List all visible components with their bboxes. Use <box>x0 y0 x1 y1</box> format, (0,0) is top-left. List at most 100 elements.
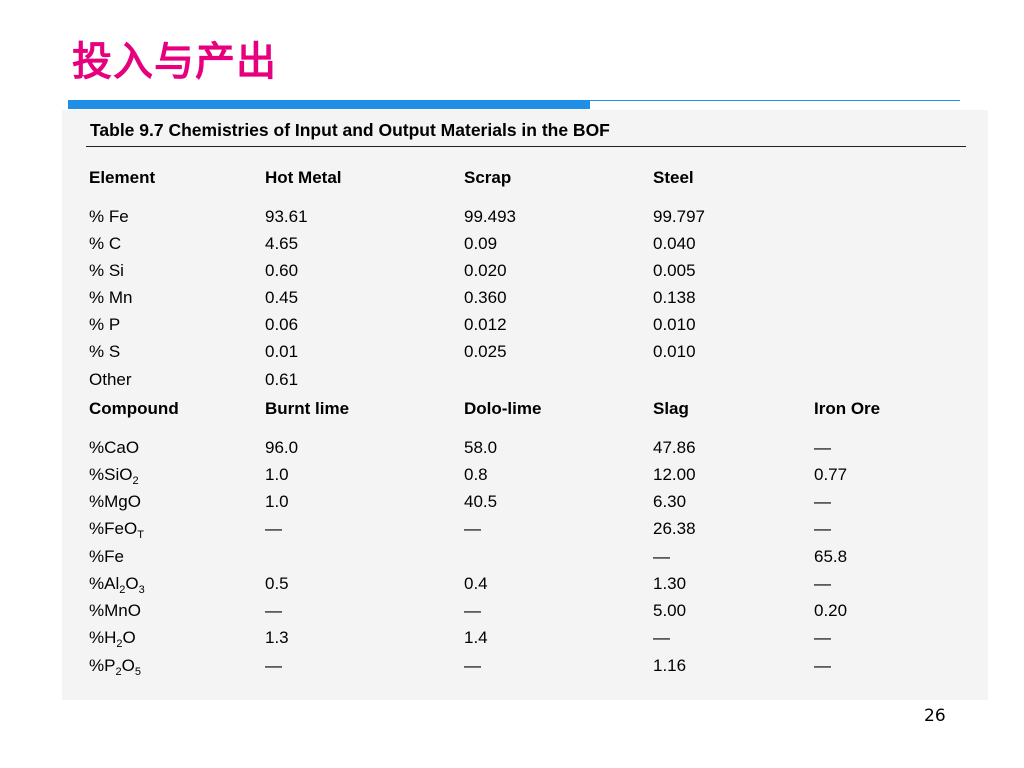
table-cell: — <box>265 656 282 675</box>
table-cell: %MnO <box>89 601 141 620</box>
table-cell: %Al2O3 <box>89 574 145 596</box>
table-row: %CaO 96.0 58.0 47.86 — <box>62 438 988 462</box>
table-cell: 4.65 <box>265 234 299 253</box>
table-cell: 0.5 <box>265 574 289 593</box>
page-number: 26 <box>924 706 946 726</box>
table-cell: 99.797 <box>653 207 705 226</box>
header-cell: Scrap <box>464 168 512 187</box>
table-row: % Mn 0.45 0.360 0.138 <box>62 288 988 312</box>
table-caption: Table 9.7 Chemistries of Input and Outpu… <box>90 120 610 140</box>
table-cell: — <box>265 601 282 620</box>
chemistry-table: Table 9.7 Chemistries of Input and Outpu… <box>62 110 988 700</box>
header-cell: Compound <box>89 399 179 418</box>
table-cell: 0.01 <box>265 342 299 361</box>
table-cell: % P <box>89 315 121 334</box>
table-cell: 0.025 <box>464 342 507 361</box>
table-row: %P2O5 — — 1.16 — <box>62 656 988 680</box>
table-row: %Al2O3 0.5 0.4 1.30 — <box>62 574 988 598</box>
table-cell: 47.86 <box>653 438 696 457</box>
table-row: % C 4.65 0.09 0.040 <box>62 234 988 258</box>
table-row: %H2O 1.3 1.4 — — <box>62 628 988 652</box>
caption-divider <box>86 146 966 147</box>
table-cell: %H2O <box>89 628 136 650</box>
table-cell: % C <box>89 234 122 253</box>
table-cell: 1.0 <box>265 492 289 511</box>
table-cell: 0.8 <box>464 465 488 484</box>
title-underline-thin <box>68 100 960 101</box>
table-cell: 12.00 <box>653 465 696 484</box>
table-cell: 0.61 <box>265 370 299 389</box>
table-row: %Fe — 65.8 <box>62 547 988 571</box>
table-cell: — <box>653 628 670 647</box>
table-cell: 58.0 <box>464 438 498 457</box>
compound-header-row: Compound Burnt lime Dolo-lime Slag Iron … <box>62 399 988 423</box>
header-cell: Iron Ore <box>814 399 881 418</box>
table-cell: %FeOT <box>89 519 144 541</box>
table-cell: %SiO2 <box>89 465 139 487</box>
table-cell: 0.138 <box>653 288 696 307</box>
table-cell: 1.4 <box>464 628 488 647</box>
table-cell: % Mn <box>89 288 133 307</box>
table-cell: % Fe <box>89 207 129 226</box>
table-cell: — <box>464 601 481 620</box>
header-cell: Steel <box>653 168 694 187</box>
table-row: %SiO2 1.0 0.8 12.00 0.77 <box>62 465 988 489</box>
table-cell: 0.012 <box>464 315 507 334</box>
table-cell: 26.38 <box>653 519 696 538</box>
table-cell: 1.30 <box>653 574 687 593</box>
table-cell: 0.360 <box>464 288 507 307</box>
table-cell: %MgO <box>89 492 141 511</box>
header-cell: Element <box>89 168 156 187</box>
table-cell: 1.3 <box>265 628 289 647</box>
table-cell: — <box>814 519 831 538</box>
table-cell: — <box>814 438 831 457</box>
table-cell: 0.020 <box>464 261 507 280</box>
table-row: % P 0.06 0.012 0.010 <box>62 315 988 339</box>
table-cell: 40.5 <box>464 492 498 511</box>
table-cell: 0.77 <box>814 465 848 484</box>
table-cell: %CaO <box>89 438 140 457</box>
table-cell: 6.30 <box>653 492 687 511</box>
table-row: Other 0.61 <box>62 370 988 394</box>
table-cell: 5.00 <box>653 601 687 620</box>
table-cell: — <box>814 628 831 647</box>
table-cell: 0.010 <box>653 342 696 361</box>
table-row: % Si 0.60 0.020 0.005 <box>62 261 988 285</box>
table-cell: 93.61 <box>265 207 308 226</box>
table-cell: — <box>653 547 670 566</box>
table-cell: %Fe <box>89 547 124 566</box>
table-cell: %P2O5 <box>89 656 141 678</box>
table-cell: — <box>464 656 481 675</box>
slide-title: 投入与产出 <box>72 39 277 85</box>
table-row: % S 0.01 0.025 0.010 <box>62 342 988 366</box>
table-cell: 0.09 <box>464 234 498 253</box>
table-cell: 0.45 <box>265 288 299 307</box>
table-row: % Fe 93.61 99.493 99.797 <box>62 207 988 231</box>
table-cell: 1.16 <box>653 656 687 675</box>
table-cell: 0.005 <box>653 261 696 280</box>
table-cell: % S <box>89 342 121 361</box>
table-cell: — <box>814 492 831 511</box>
header-cell: Burnt lime <box>265 399 350 418</box>
table-cell: Other <box>89 370 132 389</box>
element-header-row: Element Hot Metal Scrap Steel <box>62 168 988 192</box>
table-cell: 0.60 <box>265 261 299 280</box>
table-cell: — <box>265 519 282 538</box>
header-cell: Slag <box>653 399 689 418</box>
title-underline-thick <box>68 101 590 109</box>
table-cell: — <box>814 656 831 675</box>
table-row: %FeOT — — 26.38 — <box>62 519 988 543</box>
table-cell: 99.493 <box>464 207 516 226</box>
table-row: %MgO 1.0 40.5 6.30 — <box>62 492 988 516</box>
table-cell: — <box>814 574 831 593</box>
table-row: %MnO — — 5.00 0.20 <box>62 601 988 625</box>
table-cell: 0.040 <box>653 234 696 253</box>
table-cell: 96.0 <box>265 438 299 457</box>
table-cell: 0.4 <box>464 574 488 593</box>
table-cell: 65.8 <box>814 547 848 566</box>
table-cell: % Si <box>89 261 124 280</box>
table-cell: 1.0 <box>265 465 289 484</box>
table-cell: 0.010 <box>653 315 696 334</box>
table-cell: — <box>464 519 481 538</box>
header-cell: Dolo-lime <box>464 399 542 418</box>
